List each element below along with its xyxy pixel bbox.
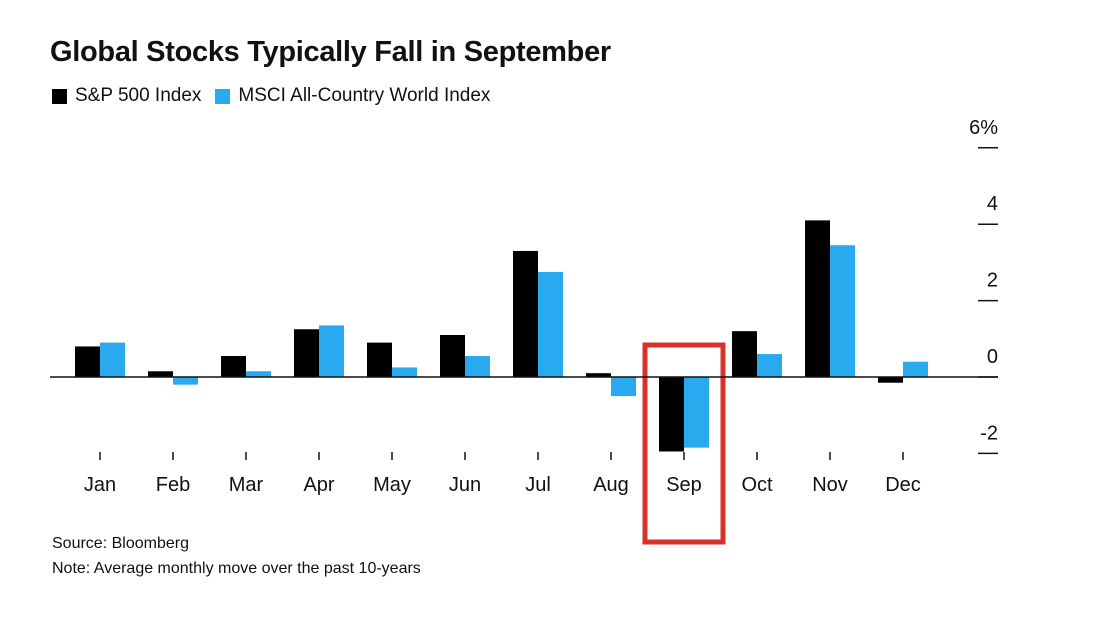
x-tick-label-feb: Feb [156, 474, 190, 496]
x-tick-label-nov: Nov [812, 474, 848, 496]
x-tick-label-apr: Apr [303, 474, 334, 496]
bar-msci-sep [684, 377, 709, 448]
legend-label-sp500: S&P 500 Index [75, 85, 202, 106]
chart-title: Global Stocks Typically Fall in Septembe… [50, 36, 611, 68]
bar-msci-feb [173, 377, 198, 385]
x-tick-label-jan: Jan [84, 474, 116, 496]
bar-msci-oct [757, 354, 782, 377]
bar-sp500-apr [294, 329, 319, 377]
bar-msci-may [392, 367, 417, 377]
bar-sp500-jun [440, 334, 465, 377]
bar-sp500-may [367, 342, 392, 377]
x-tick-label-dec: Dec [885, 474, 921, 496]
bar-sp500-feb [148, 371, 173, 377]
bar-sp500-jan [75, 346, 100, 377]
x-tick-label-oct: Oct [741, 474, 773, 496]
bar-sp500-dec [878, 377, 903, 383]
y-tick-label-0: 6% [969, 117, 998, 139]
legend-item-sp500: S&P 500 Index [52, 85, 201, 107]
bar-sp500-oct [732, 331, 757, 377]
y-tick-label-1: 4 [987, 193, 998, 215]
bar-sp500-mar [221, 355, 246, 377]
legend-swatch-sp500 [52, 88, 67, 104]
bar-msci-apr [319, 325, 344, 377]
bar-msci-jul [538, 271, 563, 377]
x-tick-label-mar: Mar [229, 474, 264, 496]
bar-sp500-jul [513, 250, 538, 377]
legend-label-msci: MSCI All-Country World Index [238, 85, 491, 106]
highlight-box [642, 342, 726, 545]
x-tick-label-sep: Sep [666, 474, 702, 496]
x-tick-label-aug: Aug [593, 474, 629, 496]
legend-item-msci: MSCI All-Country World Index [215, 85, 490, 107]
bar-msci-dec [903, 361, 928, 377]
source-note: Source: Bloomberg [52, 535, 189, 552]
x-tick-label-may: May [373, 474, 411, 496]
legend-swatch-msci [215, 88, 231, 104]
bar-sp500-nov [805, 220, 830, 377]
bar-sp500-sep [659, 377, 684, 452]
bar-msci-aug [611, 377, 636, 397]
bar-msci-mar [246, 371, 271, 377]
y-tick-label-2: 2 [987, 270, 998, 292]
chart-legend: S&P 500 Index MSCI All-Country World Ind… [52, 85, 504, 107]
x-tick-label-jun: Jun [449, 474, 481, 496]
x-tick-label-jul: Jul [525, 474, 551, 496]
y-tick-label-4: -2 [980, 422, 998, 444]
bar-msci-jan [100, 342, 125, 377]
bar-sp500-aug [586, 373, 611, 377]
bar-msci-jun [465, 355, 490, 377]
method-note: Note: Average monthly move over the past… [52, 560, 421, 577]
y-tick-label-3: 0 [987, 346, 998, 368]
bar-msci-nov [830, 245, 855, 377]
